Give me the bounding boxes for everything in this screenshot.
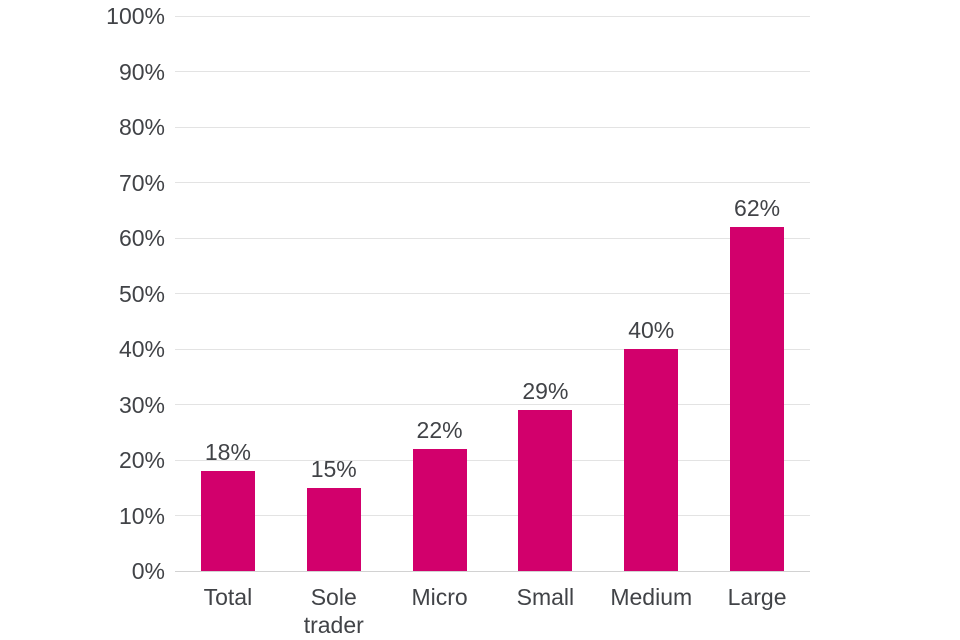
y-axis-tick-label: 100% [106, 3, 165, 29]
bar-value-label: 40% [628, 317, 675, 343]
bar-large [730, 226, 785, 571]
gridline [175, 182, 810, 183]
gridline [175, 348, 810, 350]
gridline [175, 71, 810, 72]
y-axis-tick-label: 0% [131, 558, 165, 584]
bar-value-label: 22% [416, 416, 463, 443]
bar-micro [412, 448, 467, 571]
x-axis-category-label: Medium [610, 584, 693, 610]
x-axis-category-label: Sole trader [303, 584, 364, 638]
gridline [175, 515, 810, 516]
x-axis-category-label: Total [203, 584, 253, 610]
y-axis-tick-label: 20% [118, 447, 165, 473]
bar-value-label: 29% [522, 378, 569, 405]
bar-value-label: 62% [734, 194, 781, 221]
bar-value-label: 18% [204, 439, 251, 466]
x-axis-line [175, 570, 810, 572]
gridline [175, 126, 810, 128]
y-axis-tick-label: 70% [118, 169, 165, 196]
bar-value-label: 15% [310, 455, 357, 482]
gridline [175, 15, 810, 17]
y-axis-tick-label: 60% [118, 225, 165, 251]
y-axis-tick-label: 80% [118, 114, 165, 140]
y-axis-tick-label: 30% [118, 391, 165, 418]
bar-medium [624, 349, 679, 571]
y-axis-tick-label: 40% [118, 336, 165, 362]
gridline [175, 237, 810, 239]
y-axis-tick-label: 10% [118, 502, 165, 529]
bar-sole-trader [306, 487, 361, 571]
bar-small [518, 410, 573, 571]
x-axis-category-label: Micro [411, 584, 468, 610]
y-axis-tick-label: 90% [118, 58, 165, 85]
gridline [175, 459, 810, 461]
y-axis-tick-label: 50% [118, 280, 165, 307]
gridline [175, 293, 810, 294]
gridline [175, 404, 810, 405]
bar-total [200, 471, 255, 571]
x-axis-category-label: Small [516, 584, 575, 610]
x-axis-category-label: Large [727, 584, 787, 610]
